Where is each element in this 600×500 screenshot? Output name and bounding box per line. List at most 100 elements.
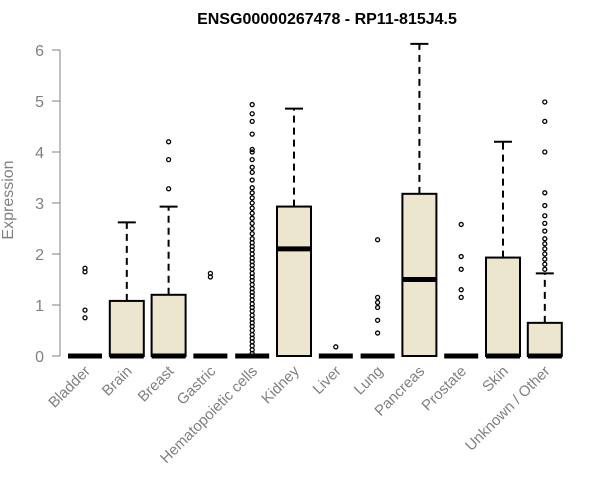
box-iqr [401, 192, 438, 357]
x-tick-label: Prostate [418, 363, 470, 415]
outlier-point [249, 255, 255, 261]
outlier-point [249, 286, 255, 292]
box-group [444, 221, 479, 359]
outlier-point [249, 266, 255, 272]
outlier-point [249, 225, 255, 232]
x-tick-label: Bladder [45, 363, 94, 412]
outlier-point [82, 265, 88, 271]
outlier-point [207, 270, 214, 277]
x-tick-label: Lung [351, 363, 387, 399]
outlier-point [374, 237, 381, 243]
box-group [526, 99, 563, 359]
outlier-point [458, 294, 464, 301]
outlier-point [249, 169, 255, 176]
x-tick-label: Skin [479, 363, 512, 396]
outlier-point [542, 190, 548, 196]
outlier-point [249, 297, 255, 303]
box-group [235, 101, 270, 359]
x-tick-label: Brain [99, 363, 136, 400]
outlier-point [165, 139, 172, 145]
outlier-point [542, 241, 548, 247]
outlier-point [542, 99, 548, 105]
outlier-point [249, 347, 255, 353]
y-tick-label: 4 [35, 145, 44, 162]
box-iqr [485, 256, 521, 358]
box-group [360, 237, 395, 359]
outlier-point [165, 186, 172, 192]
outlier-point [82, 315, 88, 321]
outlier-point [249, 146, 255, 153]
outlier-point [249, 236, 255, 242]
box-group [150, 139, 187, 359]
outlier-point [249, 281, 255, 288]
outlier-point [249, 195, 255, 201]
box-group [318, 344, 353, 359]
outlier-point [249, 131, 255, 137]
outlier-point [249, 331, 255, 338]
outlier-point [249, 205, 255, 211]
outlier-point [333, 344, 339, 350]
outlier-point [374, 317, 381, 323]
outlier-point [249, 327, 255, 334]
outlier-point [542, 213, 548, 219]
outlier-point [249, 316, 255, 322]
outlier-point [249, 215, 255, 221]
box-group [401, 42, 438, 357]
outlier-point [542, 228, 548, 234]
outlier-point [542, 246, 548, 252]
box-iqr [150, 293, 187, 357]
outlier-point [249, 118, 255, 125]
box-group [108, 221, 145, 359]
y-tick-label: 6 [35, 43, 44, 60]
outlier-point [249, 251, 255, 257]
outlier-point [458, 221, 464, 228]
outlier-point [249, 312, 255, 318]
outlier-point [249, 220, 255, 227]
boxplot-series [68, 42, 563, 359]
box-group [193, 270, 228, 359]
outlier-point [374, 330, 381, 336]
outlier-point [458, 253, 464, 260]
x-tick-label: Kidney [258, 362, 303, 407]
outlier-point [249, 343, 255, 349]
outlier-point [374, 299, 381, 306]
x-tick-label: Liver [310, 363, 345, 398]
y-tick-label: 3 [35, 196, 44, 213]
outlier-point [542, 236, 548, 242]
box-iqr [108, 299, 145, 358]
outlier-point [542, 261, 548, 267]
outlier-point [249, 230, 255, 237]
outlier-point [542, 202, 548, 209]
y-tick-label: 1 [35, 298, 44, 315]
outlier-point [542, 251, 548, 257]
outlier-point [249, 270, 255, 277]
outlier-point [249, 210, 255, 216]
outlier-point [249, 111, 255, 117]
y-axis-label: Expression [0, 160, 17, 239]
outlier-point [165, 156, 172, 163]
y-tick-label: 0 [35, 349, 44, 366]
outlier-point [249, 200, 255, 206]
box-iqr [526, 321, 563, 358]
outlier-point [542, 256, 548, 262]
outlier-point [82, 307, 88, 313]
outlier-point [374, 294, 381, 301]
outlier-point [249, 156, 255, 163]
outlier-point [374, 304, 381, 311]
outlier-point [249, 101, 255, 108]
outlier-point [249, 164, 255, 170]
outlier-point [249, 185, 255, 191]
box-group [485, 140, 521, 359]
outlier-point [458, 266, 464, 272]
y-axis-ticks: 0 1 2 3 4 5 6 [35, 43, 60, 366]
outlier-point [458, 287, 464, 293]
outlier-point [249, 190, 255, 196]
outlier-point [542, 118, 548, 125]
chart-title: ENSG00000267478 - RP11-815J4.5 [197, 11, 457, 28]
outlier-point [249, 301, 255, 307]
outlier-point [542, 266, 548, 272]
y-tick-label: 5 [35, 94, 44, 111]
x-tick-label: Breast [135, 362, 178, 405]
